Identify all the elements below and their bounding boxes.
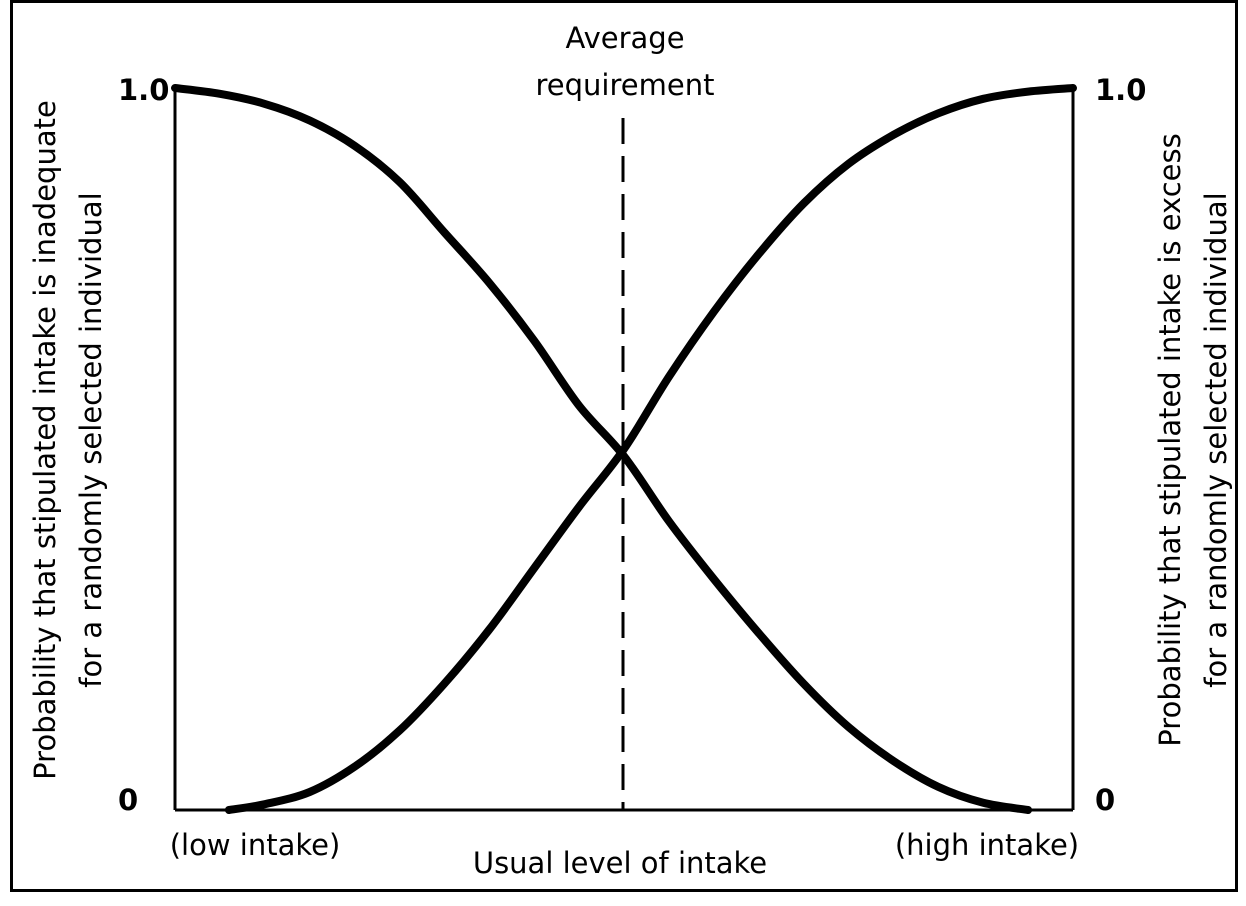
x-axis-label: Usual level of intake [473, 846, 767, 880]
annotation-line-2: requirement [536, 68, 715, 102]
annotation-line-1: Average [565, 21, 684, 55]
excess-curve [224, 84, 1077, 814]
inadequate-curve [171, 84, 1033, 814]
right-y-tick-top: 1.0 [1095, 73, 1146, 107]
x-tick-low: (low intake) [170, 828, 341, 862]
left-y-tick-bottom: 0 [118, 783, 138, 817]
right-y-label-line-1: Probability that stipulated intake is ex… [1153, 133, 1187, 746]
left-y-label-line-1: Probability that stipulated intake is in… [28, 100, 62, 780]
x-tick-high: (high intake) [895, 828, 1079, 862]
left-y-tick-top: 1.0 [118, 73, 169, 107]
right-y-label-line-2: for a randomly selected individual [1199, 192, 1233, 687]
right-y-tick-bottom: 0 [1095, 783, 1115, 817]
left-y-label-line-2: for a randomly selected individual [74, 192, 108, 687]
